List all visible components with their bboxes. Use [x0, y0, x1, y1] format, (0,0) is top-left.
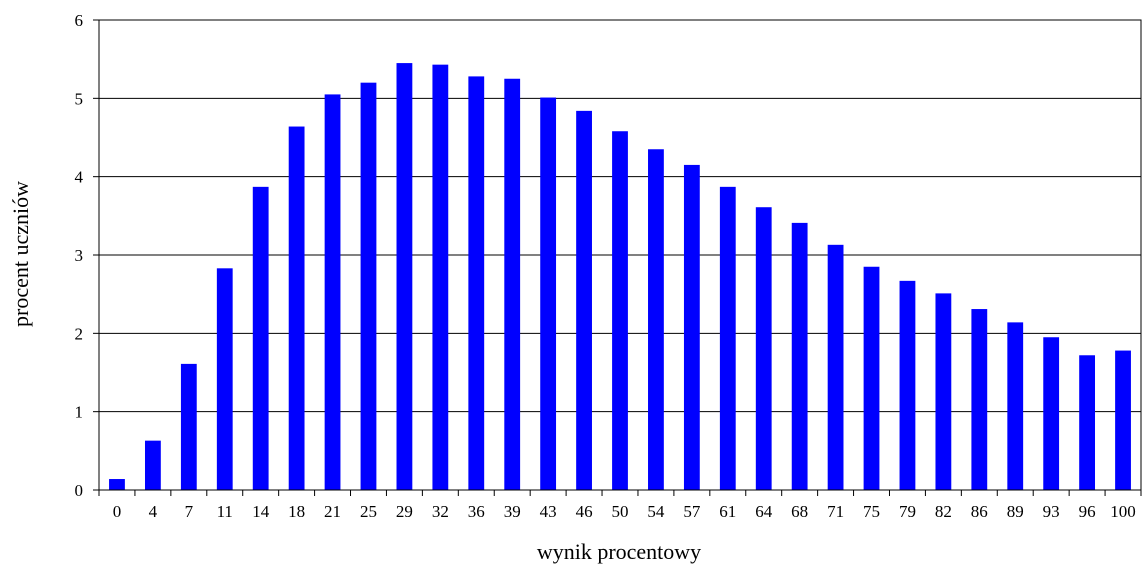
- bar-25: [360, 82, 377, 491]
- bar-57: [683, 164, 700, 490]
- x-axis-title: wynik procentowy: [537, 539, 701, 564]
- plot-frame: [98, 19, 1142, 491]
- x-tick-label: 0: [113, 502, 122, 521]
- x-tick-label: 11: [217, 502, 233, 521]
- bar-82: [935, 293, 952, 490]
- bar-46: [576, 110, 592, 490]
- y-tick-labels: 0 1 2 3 4 5 6: [75, 11, 84, 500]
- bar-89: [1007, 322, 1024, 490]
- x-tick-label: 43: [540, 502, 557, 521]
- x-tick-label: 29: [396, 502, 413, 521]
- x-tick-label: 4: [149, 502, 158, 521]
- x-tick-label: 96: [1079, 502, 1096, 521]
- x-tick-labels: 0 4 7 11 14 18 21 25 29 32 36 39 43 46 50 54 57 61 64 68 71 7…: [113, 502, 1136, 521]
- bar-61: [719, 186, 736, 490]
- x-tick-label: 100: [1110, 502, 1136, 521]
- bars: [109, 63, 1131, 491]
- x-tick-label: 54: [647, 502, 665, 521]
- bar-43: [540, 97, 557, 491]
- x-tick-label: 82: [935, 502, 952, 521]
- x-tick-label: 18: [288, 502, 305, 521]
- x-tick-label: 75: [863, 502, 880, 521]
- x-tick-label: 39: [504, 502, 521, 521]
- x-tick-label: 68: [791, 502, 808, 521]
- bar-93: [1043, 337, 1060, 490]
- y-axis-title: procent uczniów: [8, 181, 33, 327]
- x-tick-label: 25: [360, 502, 377, 521]
- bar-86: [971, 309, 988, 490]
- x-tick-label: 50: [612, 502, 629, 521]
- bar-68: [791, 222, 808, 490]
- x-tick-label: 7: [185, 502, 194, 521]
- y-tick-label: 6: [75, 11, 84, 30]
- bar-32: [432, 64, 449, 491]
- bar-29: [396, 63, 413, 490]
- x-tick-label: 36: [468, 502, 485, 521]
- x-tick-label: 93: [1043, 502, 1060, 521]
- y-tick-label: 4: [75, 168, 84, 187]
- bar-7: [180, 363, 197, 490]
- bar-11: [216, 268, 233, 490]
- x-tick-label: 57: [683, 502, 701, 521]
- bar-0: [109, 479, 125, 490]
- bar-79: [899, 280, 916, 490]
- bar-4: [144, 440, 161, 490]
- x-tick-label: 21: [324, 502, 341, 521]
- bar-100: [1115, 350, 1131, 490]
- x-tick-label: 46: [576, 502, 593, 521]
- x-tick-label: 86: [971, 502, 988, 521]
- x-tick-label: 14: [252, 502, 270, 521]
- bar-18: [288, 126, 305, 491]
- bar-64: [755, 207, 772, 490]
- bar-54: [648, 149, 664, 490]
- bar-75: [863, 266, 880, 490]
- bar-39: [504, 78, 521, 490]
- y-tick-label: 0: [75, 481, 84, 500]
- x-tick-label: 64: [755, 502, 773, 521]
- y-tick-label: 5: [75, 89, 84, 108]
- bar-21: [324, 94, 341, 491]
- x-tick-label: 71: [827, 502, 844, 521]
- bar-50: [612, 131, 628, 490]
- y-tick-label: 1: [75, 403, 84, 422]
- x-tick-label: 61: [719, 502, 736, 521]
- x-tick-label: 89: [1007, 502, 1024, 521]
- y-tick-label: 2: [75, 324, 84, 343]
- bar-96: [1079, 355, 1096, 490]
- bar-36: [468, 76, 485, 491]
- x-tick-label: 32: [432, 502, 449, 521]
- bar-14: [252, 186, 269, 490]
- bar-71: [827, 244, 844, 490]
- y-tick-label: 3: [75, 246, 84, 265]
- axes: [93, 19, 1142, 496]
- x-tick-label: 79: [899, 502, 916, 521]
